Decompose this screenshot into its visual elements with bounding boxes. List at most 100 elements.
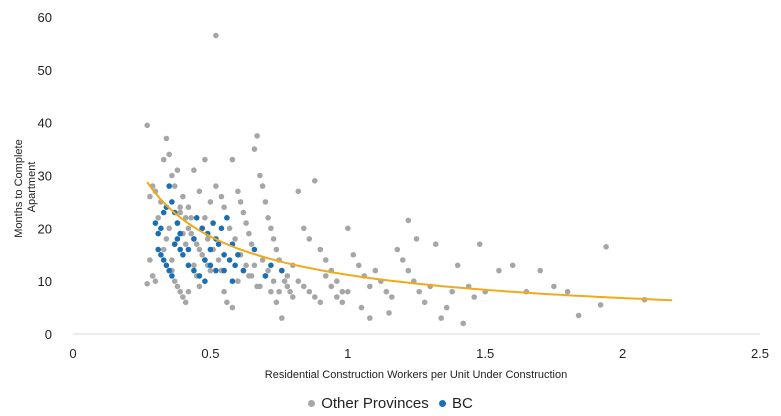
point-bc: [180, 252, 186, 258]
x-tick-label: 0: [69, 346, 76, 361]
point-other-provinces: [163, 135, 170, 142]
point-other-provinces: [597, 302, 604, 308]
point-other-provinces: [251, 146, 258, 152]
point-other-provinces: [334, 278, 340, 285]
point-other-provinces: [443, 304, 450, 311]
point-other-provinces: [147, 257, 153, 263]
y-tick-label: 0: [45, 327, 52, 342]
point-bc: [226, 257, 233, 263]
point-other-provinces: [182, 215, 189, 221]
point-other-provinces: [191, 262, 197, 269]
point-other-provinces: [182, 299, 189, 306]
point-bc: [169, 273, 175, 279]
point-other-provinces: [177, 204, 183, 210]
point-other-provinces: [339, 299, 346, 306]
point-other-provinces: [180, 294, 186, 300]
point-other-provinces: [251, 262, 258, 269]
point-bc: [221, 267, 227, 274]
point-other-provinces: [358, 304, 365, 311]
point-other-provinces: [174, 167, 181, 173]
point-bc: [158, 252, 164, 258]
legend-marker-other: [308, 400, 316, 407]
point-bc: [196, 273, 203, 279]
point-bc: [166, 267, 172, 274]
point-other-provinces: [284, 283, 291, 290]
point-other-provinces: [188, 215, 194, 221]
point-bc: [207, 246, 214, 253]
point-other-provinces: [345, 225, 351, 232]
point-other-provinces: [416, 288, 423, 295]
point-other-provinces: [279, 315, 285, 321]
point-bc: [229, 278, 236, 285]
legend-label-bc: BC: [451, 394, 473, 412]
point-other-provinces: [185, 225, 192, 232]
point-other-provinces: [312, 178, 318, 184]
point-other-provinces: [229, 156, 236, 163]
point-other-provinces: [193, 241, 200, 247]
point-bc: [202, 278, 208, 285]
y-tick-label: 30: [38, 169, 52, 184]
point-bc: [163, 262, 170, 269]
point-other-provinces: [323, 273, 329, 279]
point-bc: [202, 257, 208, 263]
point-other-provinces: [199, 252, 205, 258]
point-bc: [155, 230, 161, 237]
y-tick-label: 60: [38, 10, 52, 25]
point-other-provinces: [551, 283, 557, 290]
point-other-provinces: [235, 278, 241, 285]
point-other-provinces: [564, 288, 571, 295]
point-bc: [262, 273, 269, 279]
point-bc: [158, 225, 164, 232]
point-other-provinces: [207, 199, 214, 205]
point-other-provinces: [213, 32, 219, 39]
point-other-provinces: [603, 244, 609, 250]
point-other-provinces: [160, 156, 167, 163]
point-other-provinces: [295, 188, 302, 195]
point-other-provinces: [306, 236, 313, 242]
point-bc: [177, 246, 183, 253]
point-other-provinces: [270, 278, 277, 285]
point-other-provinces: [235, 188, 241, 195]
point-other-provinces: [160, 246, 167, 253]
point-bc: [160, 257, 167, 263]
point-other-provinces: [306, 288, 313, 295]
point-other-provinces: [312, 294, 318, 300]
point-bc: [174, 220, 181, 226]
point-other-provinces: [185, 204, 192, 210]
point-other-provinces: [196, 246, 203, 253]
point-bc: [240, 267, 247, 274]
point-other-provinces: [182, 241, 189, 247]
legend-item-bc: BC: [438, 394, 473, 413]
point-other-provinces: [265, 267, 271, 274]
point-other-provinces: [259, 257, 266, 263]
point-other-provinces: [268, 288, 274, 295]
series-bc: [152, 183, 285, 285]
point-other-provinces: [215, 257, 222, 263]
y-tick-label: 50: [38, 63, 52, 78]
point-other-provinces: [204, 236, 211, 242]
point-other-provinces: [509, 262, 516, 269]
point-other-provinces: [367, 283, 373, 290]
x-tick-label: 1: [344, 346, 351, 361]
point-other-provinces: [400, 257, 406, 263]
point-other-provinces: [196, 188, 203, 195]
point-other-provinces: [254, 283, 260, 290]
point-other-provinces: [284, 273, 291, 279]
point-other-provinces: [243, 262, 249, 269]
point-bc: [191, 236, 197, 242]
point-other-provinces: [254, 133, 260, 139]
point-other-provinces: [202, 156, 208, 163]
point-other-provinces: [345, 288, 351, 295]
point-other-provinces: [232, 236, 238, 242]
point-other-provinces: [169, 172, 175, 179]
point-other-provinces: [339, 288, 346, 295]
point-other-provinces: [246, 230, 252, 237]
point-other-provinces: [449, 288, 456, 295]
point-bc: [199, 225, 205, 232]
point-other-provinces: [259, 183, 266, 189]
point-other-provinces: [287, 288, 293, 295]
point-other-provinces: [196, 283, 203, 290]
point-other-provinces: [243, 220, 249, 226]
point-other-provinces: [575, 312, 582, 319]
point-other-provinces: [221, 288, 227, 295]
